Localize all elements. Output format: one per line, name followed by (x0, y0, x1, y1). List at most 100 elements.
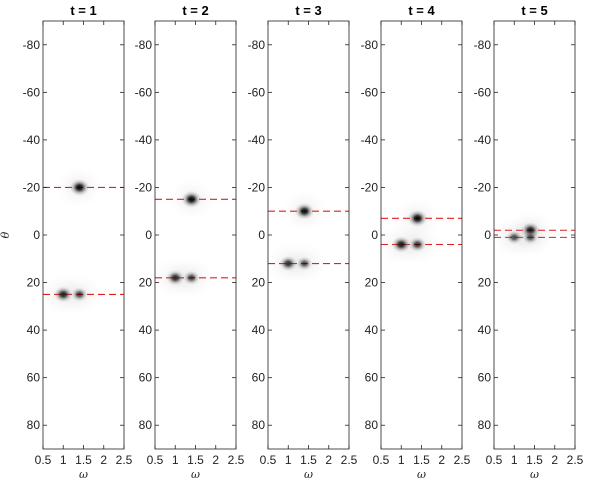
y-tick-label: 60 (27, 371, 41, 385)
y-tick-label: -20 (361, 180, 379, 194)
x-tick-label: 2.5 (116, 453, 133, 467)
peak-blob (407, 209, 428, 227)
x-tick-label: 2.5 (228, 453, 245, 467)
panel-title: t = 4 (408, 3, 435, 18)
y-tick-label: -20 (248, 180, 266, 194)
y-tick-label: -60 (361, 85, 379, 99)
x-tick-label: 1.5 (300, 453, 317, 467)
y-tick-label: 80 (27, 418, 41, 432)
peak-blob (166, 269, 185, 286)
peak-blob (506, 230, 523, 245)
peak-blob (183, 270, 200, 285)
panel-title: t = 5 (521, 3, 547, 18)
x-tick-label: 1 (398, 453, 405, 467)
peak-blob (522, 230, 539, 245)
y-tick-label: 0 (371, 228, 378, 242)
x-tick-label: 1 (285, 453, 292, 467)
x-tick-label: 0.5 (373, 453, 390, 467)
y-tick-label: -80 (135, 38, 153, 52)
peak-blob (69, 178, 90, 196)
y-tick-label: 60 (478, 371, 492, 385)
panel-2: -80 -60 -40 -20 0 20 40 60 80 0.5 1 1.5 2 2.5 t = 2 ω (135, 3, 245, 480)
y-tick-label: -40 (248, 133, 266, 147)
peak-blob (181, 190, 202, 208)
y-tick-label: 0 (258, 228, 265, 242)
y-tick-label: -20 (474, 180, 492, 194)
y-tick-label: -60 (248, 85, 266, 99)
y-tick-label: -60 (135, 85, 153, 99)
x-tick-label: 1 (60, 453, 67, 467)
x-tick-label: 2 (100, 453, 107, 467)
y-tick-label: 80 (365, 418, 379, 432)
y-tick-label: 20 (27, 276, 41, 290)
y-tick-label: -40 (135, 133, 153, 147)
peak-blob (391, 236, 411, 253)
x-tick-label: 0.5 (260, 453, 277, 467)
y-tick-label: -80 (361, 38, 379, 52)
peak-blob (71, 287, 88, 302)
y-axis-label: θ (0, 231, 12, 238)
x-axis-label: ω (530, 468, 539, 480)
y-tick-label: -40 (23, 133, 41, 147)
y-tick-label: -20 (135, 180, 153, 194)
peak-blob (53, 286, 73, 303)
x-tick-label: 1.5 (413, 453, 430, 467)
plot-area (155, 21, 236, 449)
y-tick-label: 20 (365, 276, 379, 290)
y-tick-label: 80 (252, 418, 266, 432)
y-tick-label: -40 (361, 133, 379, 147)
panel-title: t = 3 (295, 3, 321, 18)
panel-5: -80 -60 -40 -20 0 20 40 60 80 0.5 1 1.5 2 2.5 t = 5 ω (474, 3, 584, 480)
x-axis-label: ω (417, 468, 426, 480)
x-tick-label: 2.5 (454, 453, 471, 467)
panel-3: -80 -60 -40 -20 0 20 40 60 80 0.5 1 1.5 2 2.5 t = 3 ω (248, 3, 358, 480)
x-tick-label: 2 (551, 453, 558, 467)
x-tick-label: 0.5 (147, 453, 164, 467)
x-tick-label: 2 (212, 453, 219, 467)
x-tick-label: 2.5 (341, 453, 358, 467)
peak-blob (296, 256, 313, 271)
y-tick-label: 20 (478, 276, 492, 290)
y-tick-label: 20 (252, 276, 266, 290)
y-tick-label: -60 (474, 85, 492, 99)
y-tick-label: 0 (484, 228, 491, 242)
panel-title: t = 1 (70, 3, 96, 18)
x-tick-label: 1.5 (75, 453, 92, 467)
y-tick-label: 60 (139, 371, 153, 385)
y-tick-label: 60 (365, 371, 379, 385)
x-tick-label: 1.5 (187, 453, 204, 467)
y-tick-label: 0 (33, 228, 40, 242)
y-tick-label: -80 (248, 38, 266, 52)
y-tick-label: 20 (139, 276, 153, 290)
x-axis-label: ω (191, 468, 200, 480)
x-tick-label: 0.5 (35, 453, 52, 467)
y-tick-label: 80 (139, 418, 153, 432)
x-tick-label: 1.5 (526, 453, 543, 467)
x-tick-label: 1 (511, 453, 518, 467)
y-tick-label: 80 (478, 418, 492, 432)
x-tick-label: 0.5 (486, 453, 503, 467)
x-tick-label: 2.5 (567, 453, 584, 467)
y-tick-label: 40 (365, 323, 379, 337)
y-tick-label: 40 (139, 323, 153, 337)
panel-1: -80 -60 -40 -20 0 20 40 60 80 0.5 1 1.5 2 2.5 t = 1 ω θ (0, 3, 133, 480)
y-tick-label: -80 (474, 38, 492, 52)
x-tick-label: 2 (325, 453, 332, 467)
y-tick-label: -40 (474, 133, 492, 147)
y-tick-label: -80 (23, 38, 41, 52)
panel-4: -80 -60 -40 -20 0 20 40 60 80 0.5 1 1.5 2 2.5 t = 4 ω (361, 3, 471, 480)
x-tick-label: 1 (172, 453, 179, 467)
plot-area (268, 21, 349, 449)
x-axis-label: ω (79, 468, 88, 480)
y-tick-label: 40 (252, 323, 266, 337)
peak-blob (294, 202, 315, 220)
y-tick-label: -60 (23, 85, 41, 99)
plot-area (43, 21, 124, 449)
y-tick-label: -20 (23, 180, 41, 194)
y-tick-label: 60 (252, 371, 266, 385)
y-tick-label: 40 (27, 323, 41, 337)
x-tick-label: 2 (438, 453, 445, 467)
peak-blob (408, 237, 427, 252)
